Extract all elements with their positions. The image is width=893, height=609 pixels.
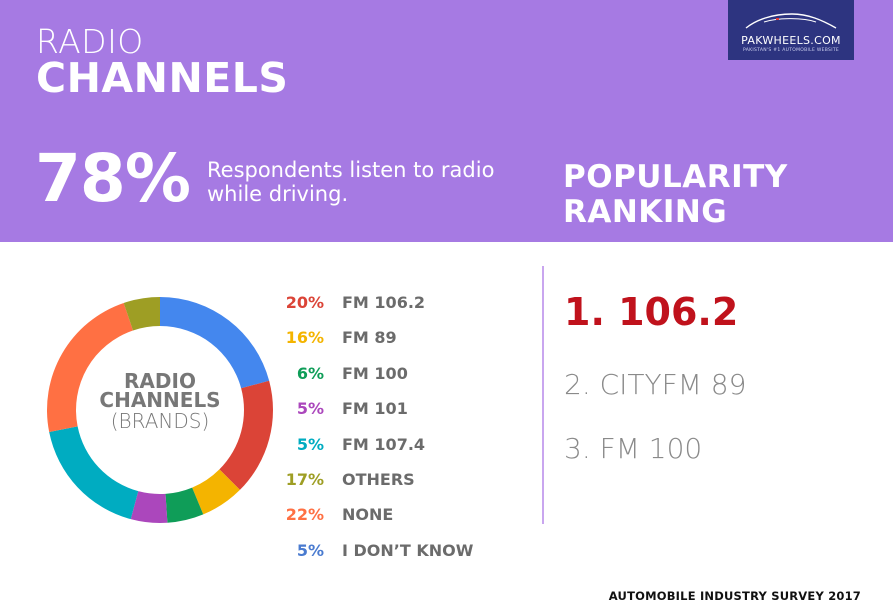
- rank-item-2: 2. CITYFM 89: [564, 368, 747, 401]
- donut-slice-i-don-t-know: [123, 297, 160, 331]
- legend-item: 5% I DON’T KNOW: [282, 535, 532, 565]
- title-big: CHANNELS: [36, 54, 289, 102]
- legend-percent: 22%: [285, 505, 324, 525]
- radio-channels-donut-chart: [47, 297, 273, 523]
- popularity-title: POPULARITY RANKING: [563, 160, 863, 230]
- title-small: RADIO: [36, 22, 144, 61]
- donut-slice-none: [47, 302, 133, 433]
- legend-label: I DON’T KNOW: [342, 540, 474, 560]
- donut-center-label: RADIO CHANNELS (BRANDS): [80, 369, 240, 433]
- donut-slice-fm-106-2: [160, 297, 270, 389]
- legend-label: FM 89: [342, 328, 397, 348]
- legend-item: 20% FM 106.2: [282, 287, 532, 317]
- legend-percent: 6%: [296, 363, 324, 383]
- legend-label: FM 106.2: [342, 293, 426, 312]
- donut-slice-others: [49, 426, 139, 520]
- legend-item: 6% FM 100: [282, 358, 532, 388]
- survey-footer: AUTOMOBILE INDUSTRY SURVEY 2017: [608, 589, 861, 603]
- legend-percent: 5%: [296, 399, 324, 419]
- stat-value: 78%: [35, 140, 191, 217]
- legend-item: 22% NONE: [282, 499, 532, 529]
- legend-percent: 5%: [296, 540, 324, 560]
- legend-item: 17% OTHERS: [282, 464, 532, 494]
- legend-item: 5% FM 107.4: [282, 429, 532, 459]
- pakwheels-logo[interactable]: PAKWHEELS.COM PAKISTAN'S #1 AUTOMOBILE W…: [728, 0, 854, 60]
- donut-slice-fm-100: [192, 469, 240, 515]
- legend-label: FM 100: [342, 363, 408, 383]
- donut-center-line1: RADIO: [124, 369, 196, 393]
- legend-percent: 5%: [296, 434, 324, 454]
- legend-percent: 20%: [285, 293, 324, 312]
- header-banner: RADIO CHANNELS PAKWHEELS.COM PAKISTAN'S …: [0, 0, 893, 242]
- legend-item: 5% FM 101: [282, 393, 532, 423]
- legend-percent: 17%: [285, 470, 324, 489]
- legend-percent: 16%: [285, 328, 324, 348]
- vertical-divider: [542, 266, 544, 524]
- rank-item-3: 3. FM 100: [564, 432, 703, 465]
- donut-slice-fm-89: [219, 380, 273, 490]
- rank-item-1: 1. 106.2: [564, 290, 739, 334]
- legend-item: 16% FM 89: [282, 322, 532, 352]
- donut-center-line2: CHANNELS: [99, 388, 221, 412]
- logo-name: PAKWHEELS.COM: [741, 34, 841, 47]
- legend-label: FM 107.4: [342, 434, 426, 454]
- legend-label: FM 101: [342, 399, 408, 419]
- popularity-title-line2: RANKING: [563, 194, 728, 230]
- donut-slice-fm-101: [165, 487, 204, 523]
- car-icon: [745, 13, 837, 29]
- donut-center-line3: (BRANDS): [110, 409, 210, 433]
- logo-tagline: PAKISTAN'S #1 AUTOMOBILE WEBSITE: [742, 48, 840, 53]
- stat-text: Respondents listen to radio while drivin…: [207, 158, 495, 206]
- popularity-title-line1: POPULARITY: [563, 159, 788, 195]
- legend-label: OTHERS: [342, 470, 415, 489]
- legend-label: NONE: [342, 505, 394, 525]
- donut-slice-fm-107-4: [130, 491, 168, 523]
